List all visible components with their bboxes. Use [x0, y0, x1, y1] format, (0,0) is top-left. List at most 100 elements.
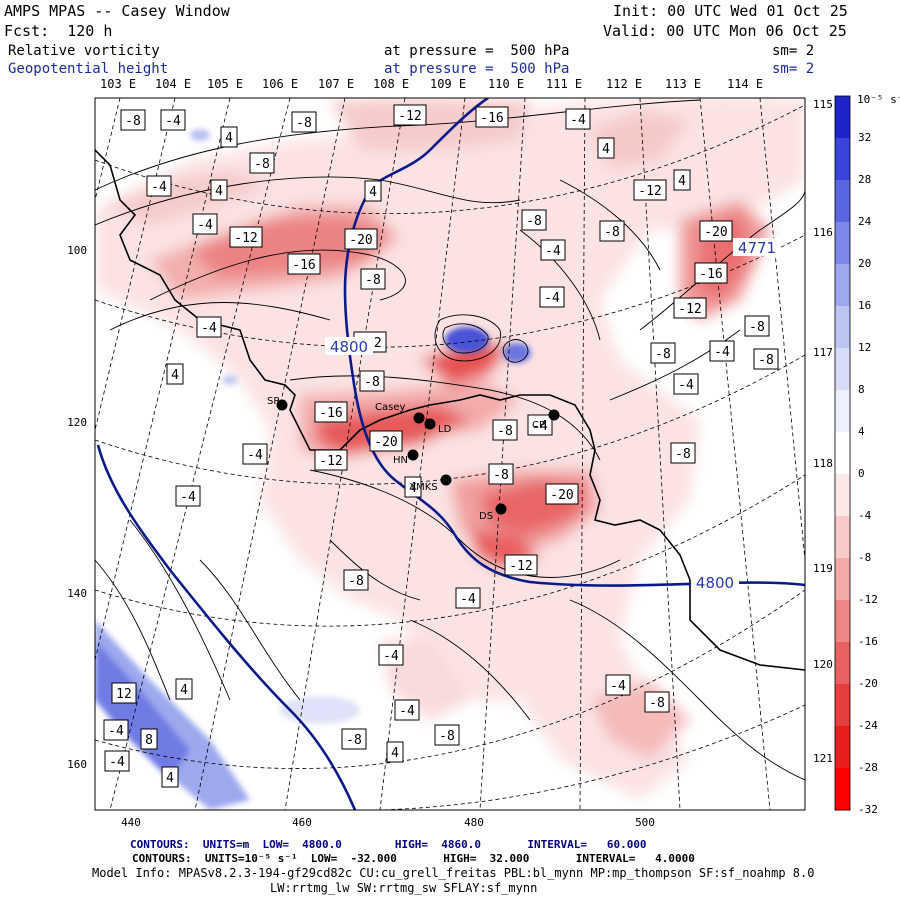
svg-text:4: 4	[369, 185, 377, 200]
svg-text:-8: -8	[649, 696, 665, 711]
svg-text:4: 4	[171, 368, 179, 383]
svg-text:4: 4	[678, 174, 686, 189]
lon-label-top: 106 E	[262, 77, 299, 91]
vorticity-contour-label: -4	[103, 719, 129, 741]
vorticity-contour-label: -4	[709, 340, 735, 362]
svg-text:-12: -12	[234, 231, 257, 246]
station-marker: LD	[424, 418, 452, 435]
header-init-time: Init: 00 UTC Wed 01 Oct 25	[613, 2, 848, 20]
station-marker: SR	[267, 396, 288, 411]
lon-label-top: 105 E	[207, 77, 244, 91]
colorbar-tick-label: 32	[858, 131, 871, 144]
svg-text:-4: -4	[151, 180, 167, 195]
svg-text:-8: -8	[364, 375, 380, 390]
svg-text:-4: -4	[108, 724, 124, 739]
vorticity-contour-label: -4	[196, 316, 222, 338]
colorbar-tick-label: -16	[858, 635, 878, 648]
colorbar-tick-label: 0	[858, 467, 865, 480]
vorticity-contour-label: -4	[539, 286, 565, 308]
svg-text:-8: -8	[346, 733, 362, 748]
vorticity-contour-label: -8	[249, 152, 275, 174]
colorbar-tick-label: 4	[858, 425, 865, 438]
vorticity-contour-label: -8	[644, 691, 670, 713]
station-marker: CP	[532, 409, 560, 431]
svg-text:-4: -4	[247, 448, 263, 463]
colorbar-segment	[835, 768, 850, 811]
vorticity-contour-label: -4	[146, 175, 172, 197]
svg-text:-8: -8	[655, 347, 671, 362]
x-tick-label: 500	[635, 816, 655, 829]
svg-text:8: 8	[145, 733, 153, 748]
vorticity-contour-label: -8	[650, 342, 676, 364]
vorticity-contour-label: -20	[369, 430, 403, 452]
vorticity-contour-label: -4	[104, 750, 130, 772]
colorbar-segment	[835, 726, 850, 769]
colorbar-segment	[835, 390, 850, 433]
vorticity-contour-label: -8	[521, 209, 547, 231]
svg-text:-8: -8	[758, 353, 774, 368]
vorticity-contour-label: -8	[753, 348, 779, 370]
station-marker: DS	[479, 503, 507, 522]
svg-text:-8: -8	[749, 320, 765, 335]
svg-text:-12: -12	[398, 109, 421, 124]
colorbar-segment	[835, 642, 850, 685]
vorticity-contour-label: -8	[492, 419, 518, 441]
header-title: AMPS MPAS -- Casey Window	[4, 2, 230, 20]
colorbar-segment	[835, 264, 850, 307]
vorticity-contour-label: -20	[545, 483, 579, 505]
vorticity-contour-label: -12	[633, 179, 667, 201]
station-marker: YMKS	[409, 474, 452, 493]
vorticity-contour-label: -8	[670, 442, 696, 464]
svg-text:HN: HN	[393, 455, 408, 466]
vorticity-labels: -8 -44-8 -12 -16 -44-8-4 4-44-12 -20-16-8-8-4-…	[103, 104, 779, 788]
svg-text:4800: 4800	[330, 338, 368, 356]
svg-text:-4: -4	[544, 291, 560, 306]
colorbar-tick-label: 20	[858, 257, 871, 270]
colorbar-tick-label: -32	[858, 803, 878, 816]
vorticity-contour-label: 4	[673, 169, 691, 191]
colorbar: 10⁻⁵ s⁻¹ 32 28 24 20 16 12 8 4 0 -4 -8 -12 -16 -20 -24 -…	[834, 93, 900, 816]
colorbar-segment	[835, 684, 850, 727]
colorbar-tick-label: -28	[858, 761, 878, 774]
svg-text:-16: -16	[699, 267, 722, 282]
vorticity-contour-label: 8	[140, 728, 158, 750]
lon-label-top: 109 E	[430, 77, 467, 91]
svg-text:-16: -16	[292, 258, 315, 273]
vorticity-contour-label: -8	[360, 268, 386, 290]
vorticity-contour-label: -4	[540, 239, 566, 261]
svg-text:Casey: Casey	[375, 402, 405, 413]
svg-text:4: 4	[409, 481, 417, 496]
colorbar-segment	[835, 96, 850, 139]
y-tick-label: 140	[67, 587, 87, 600]
svg-text:YMKS: YMKS	[409, 482, 438, 493]
vorticity-contour-label: -12	[393, 104, 427, 126]
vorticity-contour-label: -4	[192, 213, 218, 235]
height-contour-label: 4800	[325, 337, 373, 356]
stations: SR Casey LD CP HN YMKS DS	[267, 396, 560, 522]
svg-text:-8: -8	[296, 116, 312, 131]
vorticity-contour-label: 4	[597, 137, 615, 159]
y-tick-label: 160	[67, 758, 87, 771]
vorticity-contour-label: 4	[161, 766, 179, 788]
lon-label-top: 114 E	[727, 77, 764, 91]
vorticity-contour-label: -8	[359, 370, 385, 392]
vorticity-contour-label: -8	[343, 569, 369, 591]
header-valid-time: Valid: 00 UTC Mon 06 Oct 25	[603, 22, 847, 40]
vorticity-contour-label: -20	[344, 228, 378, 250]
vorticity-contour-label: 12	[111, 682, 137, 704]
svg-text:4800: 4800	[696, 574, 734, 592]
vorticity-contour-label: -12	[314, 449, 348, 471]
x-tick-label: 440	[121, 816, 141, 829]
vorticity-contour-label: 4	[175, 678, 193, 700]
svg-text:-16: -16	[480, 111, 503, 126]
svg-text:4771: 4771	[738, 239, 776, 257]
svg-text:-12: -12	[509, 559, 532, 574]
svg-text:4: 4	[166, 771, 174, 786]
lat-lon-grid	[95, 98, 805, 810]
vorticity-contour-label: -4	[565, 108, 591, 130]
colorbar-segment	[835, 558, 850, 601]
svg-text:-8: -8	[348, 574, 364, 589]
vorticity-contour-label: 4	[210, 179, 228, 201]
field2-level: at pressure = 500 hPa	[384, 61, 570, 77]
